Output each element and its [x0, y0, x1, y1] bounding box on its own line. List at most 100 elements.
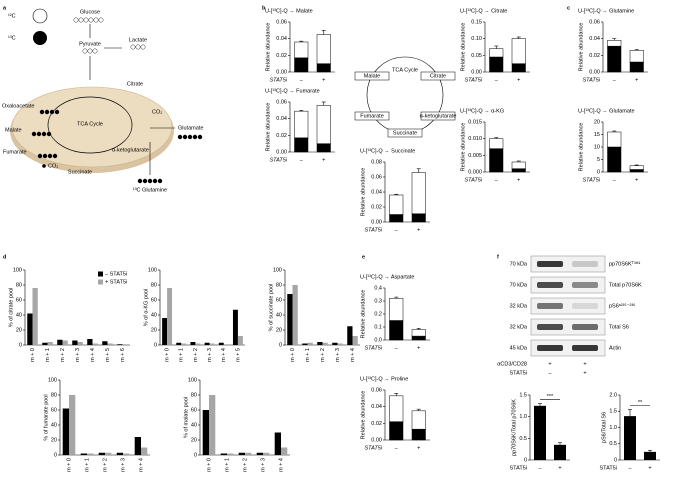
bar [141, 447, 148, 455]
x-tick-label: m + 3 [207, 348, 213, 362]
y-tick-label: 20 [51, 437, 57, 443]
y-axis-label: % of α-KG pool [143, 289, 149, 326]
panel-letter: b [262, 5, 266, 11]
x-tick-label: m + 6 [120, 348, 126, 362]
treatment-sign: + [583, 370, 586, 376]
bar [554, 444, 566, 460]
y-tick-label: 100 [273, 267, 282, 273]
treatment-sign: + [583, 361, 586, 367]
x-tick-label: m + 4 [350, 348, 356, 362]
chart-title: U-[¹³C]-Q → Malate [265, 8, 313, 14]
blot-size: 70 kDa [510, 261, 528, 267]
blot-protein: Actin [609, 345, 621, 351]
bar [209, 343, 215, 345]
carbon [83, 17, 89, 23]
bar [624, 416, 636, 460]
y-tick-label: 80 [191, 392, 197, 398]
x-axis-label: STAT5i [582, 177, 600, 183]
bar [337, 343, 343, 345]
x-tick-label: + [517, 77, 520, 83]
x-tick-label: m + 4 [278, 458, 284, 472]
chart-title: U-[¹³C]-Q → Succinate [360, 148, 415, 154]
y-tick-label: 20 [276, 327, 282, 333]
y-tick-label: 40 [151, 312, 157, 318]
y-tick-label: 5 [597, 157, 600, 163]
y-tick-label: 0.4 [374, 285, 382, 291]
bar [98, 452, 105, 455]
y-tick-label: 100 [13, 267, 22, 273]
bar [263, 452, 270, 455]
bar-segment [316, 34, 331, 64]
bar-segment [389, 421, 404, 441]
bar-segment [511, 63, 526, 73]
blot-band [537, 303, 563, 309]
bar [534, 405, 546, 460]
bar [218, 342, 224, 345]
chart-title: U-[¹³C]-Q → Citrate [460, 8, 507, 14]
y-tick-label: 0.04 [371, 189, 382, 195]
blot-band [572, 261, 598, 267]
bar [123, 453, 130, 455]
bar [190, 342, 196, 345]
carbon [192, 134, 198, 140]
y-tick-label: 1.5 [609, 409, 617, 415]
x-tick-label: m + 2 [242, 458, 248, 472]
y-tick-label: 20 [151, 327, 157, 333]
bar [281, 447, 288, 455]
y-axis-label: Relative abundance [360, 391, 366, 440]
x-tick-label: – [495, 77, 499, 83]
diagram-label: ¹³C [8, 35, 16, 41]
y-axis-label: pS6/Total S6 [601, 412, 607, 443]
carbon [197, 134, 203, 140]
y-axis-label: Relative abundance [460, 123, 466, 172]
y-axis-label: % of citrate pool [8, 288, 14, 327]
treatment-label: STAT5i [509, 370, 527, 376]
treatment-label: αCD3/CD28 [497, 361, 527, 367]
y-tick-label: 0.02 [276, 133, 287, 139]
y-axis-label: Relative abundance [265, 103, 271, 152]
blot-size: 32 kDa [510, 324, 528, 330]
x-tick-label: m + 1 [224, 458, 230, 472]
bar [92, 343, 98, 345]
bar-segment [389, 214, 404, 223]
y-tick-label: 0.08 [371, 159, 382, 165]
y-tick-label: 20 [191, 437, 197, 443]
bar [347, 326, 353, 345]
blot-band [572, 324, 598, 330]
diagram-label: Lactate [129, 37, 147, 43]
y-tick-label: 0 [154, 342, 157, 348]
carbon [37, 153, 43, 159]
y-tick-label: 0.06 [276, 19, 287, 25]
bar [220, 453, 227, 455]
bar [167, 288, 173, 345]
bar-segment [511, 168, 526, 173]
diagram-label: Citrate [127, 81, 143, 87]
legend-label: – STAT5i [105, 271, 127, 277]
bar [232, 309, 238, 345]
y-tick-label: 0.06 [589, 19, 600, 25]
y-tick-label: 0.04 [276, 116, 287, 122]
carbon [31, 131, 37, 137]
bar-segment [389, 194, 404, 215]
y-tick-label: 0.015 [468, 119, 482, 125]
y-tick-label: 0.010 [468, 136, 482, 142]
bar [352, 336, 358, 345]
x-tick-label: – [628, 465, 632, 471]
y-tick-label: 60 [51, 407, 57, 413]
y-tick-label: 40 [16, 312, 22, 318]
x-axis-label: STAT5i [582, 77, 600, 83]
bar [256, 452, 263, 455]
diagram-label: CO₂ [48, 163, 58, 169]
diagram-label: Fumarate [360, 113, 384, 119]
y-tick-label: 0 [279, 342, 282, 348]
carbon [92, 48, 98, 54]
y-tick-label: 10 [594, 144, 600, 150]
bar [274, 432, 281, 455]
x-tick-label: m + 0 [290, 348, 296, 362]
diagram-box [354, 111, 390, 121]
y-tick-label: 0.04 [276, 36, 287, 42]
bar [102, 341, 108, 345]
significance-label: *** [547, 394, 554, 400]
bar-segment [489, 48, 504, 58]
y-tick-label: 40 [51, 422, 57, 428]
